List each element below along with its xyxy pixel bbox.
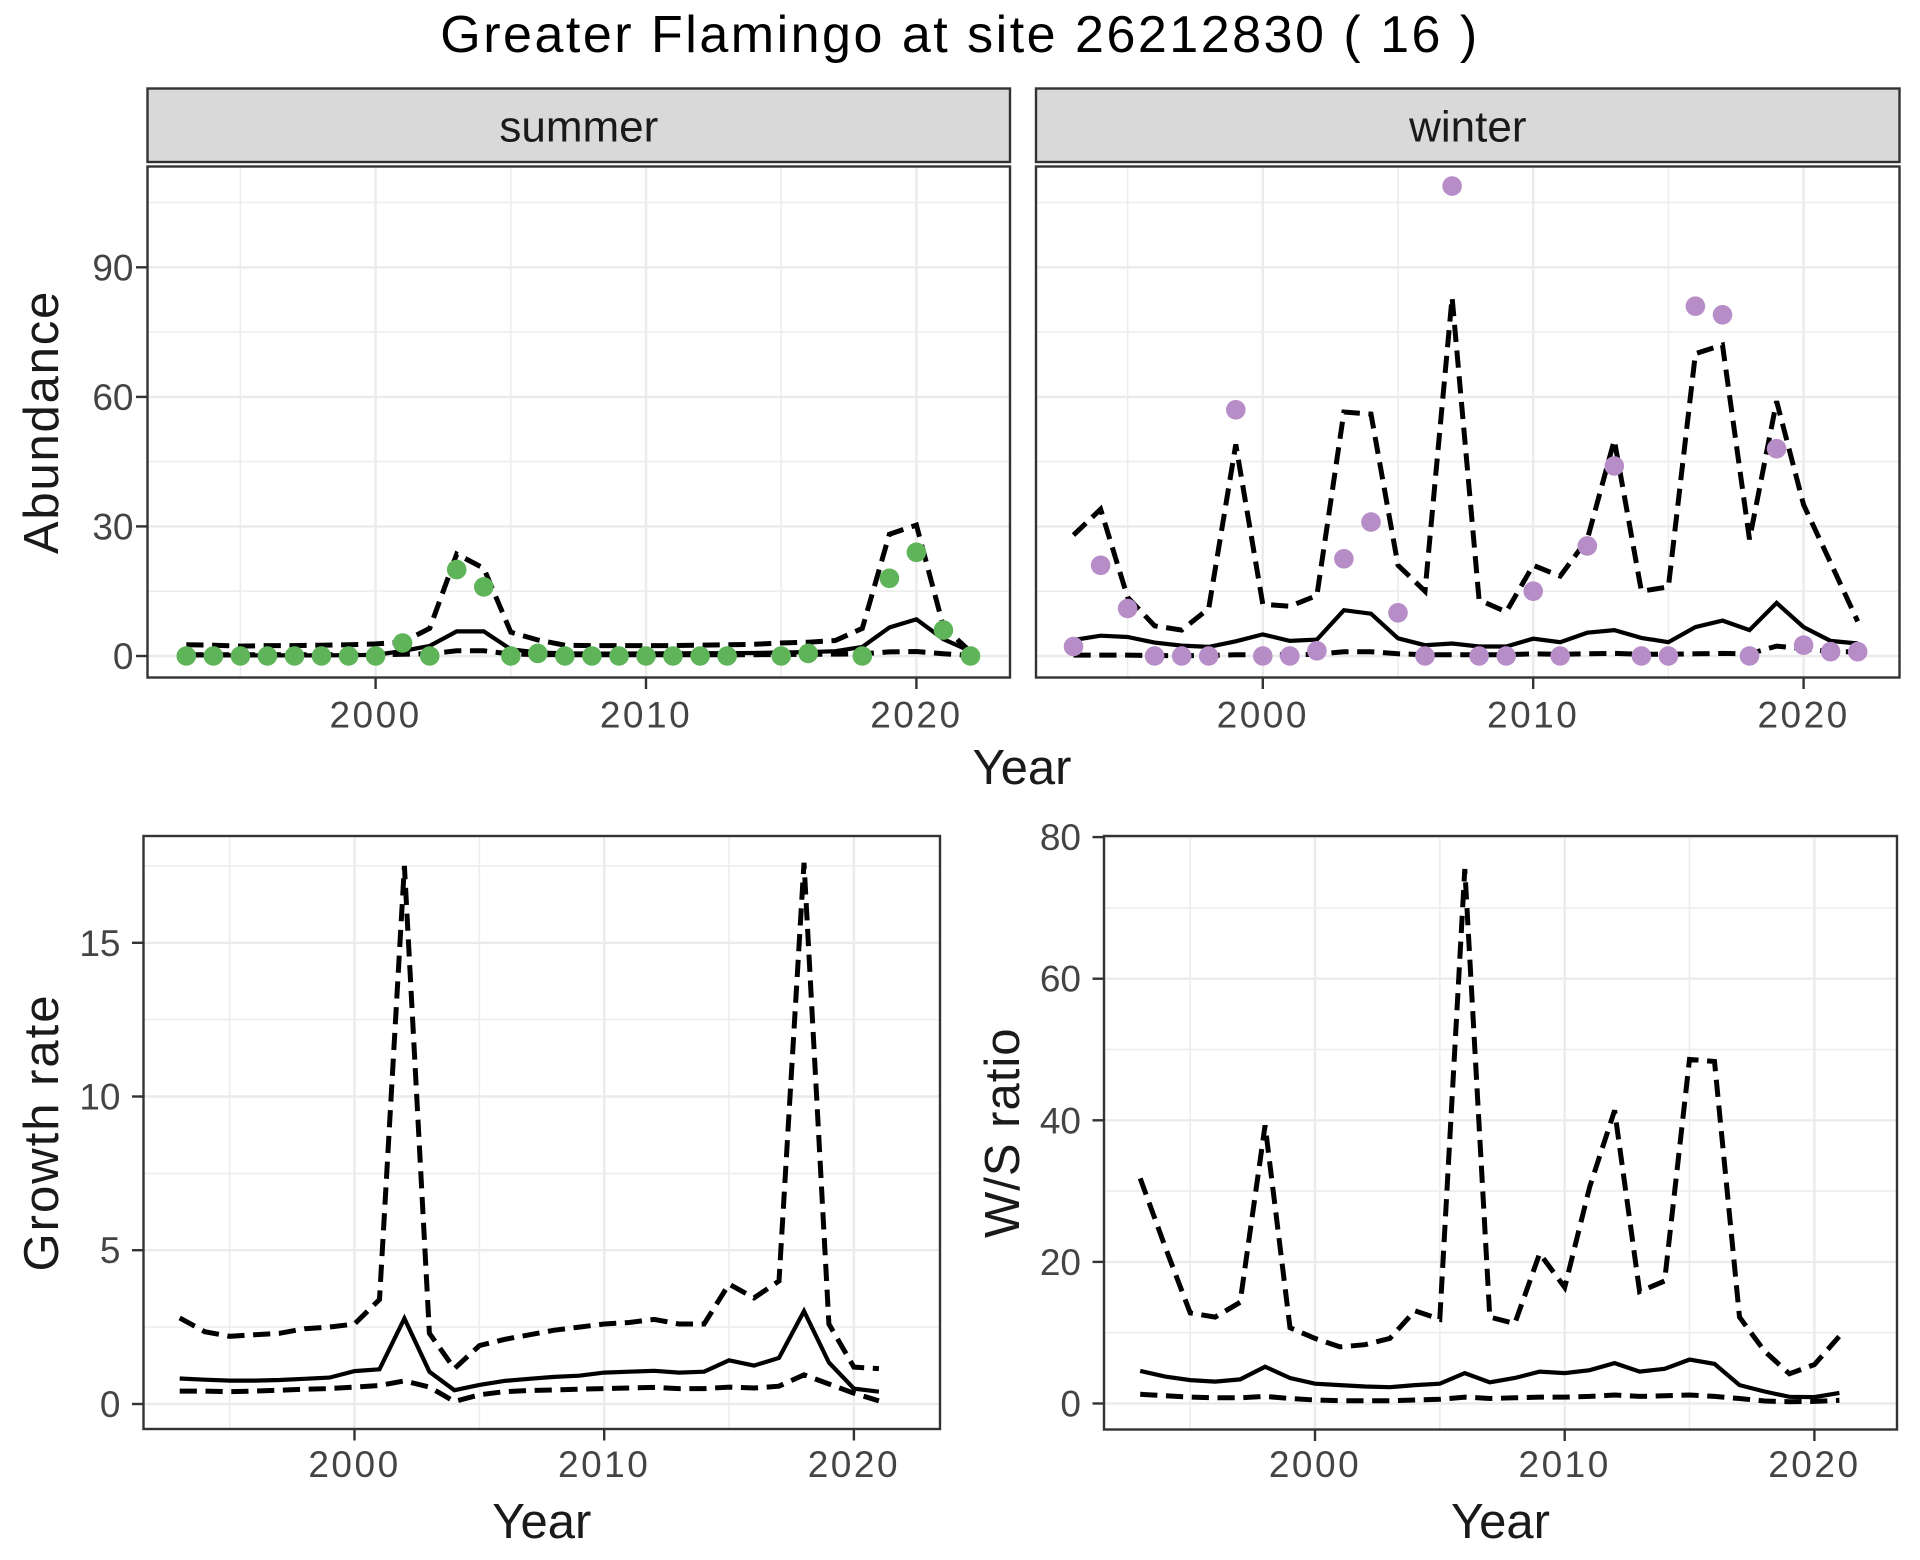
svg-text:30: 30 (92, 506, 133, 547)
svg-text:2010: 2010 (558, 1444, 650, 1485)
svg-text:2020: 2020 (1757, 695, 1849, 736)
svg-text:2020: 2020 (870, 695, 962, 736)
svg-text:2010: 2010 (1519, 1444, 1611, 1485)
svg-text:0: 0 (100, 1384, 121, 1425)
svg-text:Year: Year (1451, 1495, 1550, 1549)
svg-text:2010: 2010 (600, 695, 692, 736)
svg-text:Abundance: Abundance (15, 290, 69, 554)
svg-text:40: 40 (1040, 1100, 1081, 1141)
svg-text:2020: 2020 (1768, 1444, 1860, 1485)
svg-text:W/S ratio: W/S ratio (976, 1028, 1030, 1238)
svg-text:Growth rate: Growth rate (15, 994, 69, 1272)
svg-text:Greater Flamingo at site 26212: Greater Flamingo at site 26212830 ( 16 ) (440, 6, 1479, 64)
svg-text:2010: 2010 (1487, 695, 1579, 736)
svg-text:15: 15 (79, 923, 120, 964)
svg-text:60: 60 (1040, 959, 1081, 1000)
svg-text:80: 80 (1040, 817, 1081, 858)
svg-text:Year: Year (492, 1495, 591, 1549)
svg-text:Year: Year (972, 741, 1071, 795)
svg-text:2020: 2020 (808, 1444, 900, 1485)
svg-text:2000: 2000 (329, 695, 421, 736)
svg-text:90: 90 (92, 247, 133, 288)
svg-text:2000: 2000 (1269, 1444, 1361, 1485)
svg-text:2000: 2000 (1217, 695, 1309, 736)
svg-text:20: 20 (1040, 1242, 1081, 1283)
svg-text:60: 60 (92, 377, 133, 418)
svg-text:2000: 2000 (308, 1444, 400, 1485)
svg-text:10: 10 (79, 1077, 120, 1118)
svg-text:summer: summer (499, 103, 658, 152)
svg-text:5: 5 (100, 1230, 121, 1271)
svg-text:0: 0 (1060, 1384, 1081, 1425)
svg-text:0: 0 (113, 636, 134, 677)
svg-text:winter: winter (1408, 103, 1526, 152)
